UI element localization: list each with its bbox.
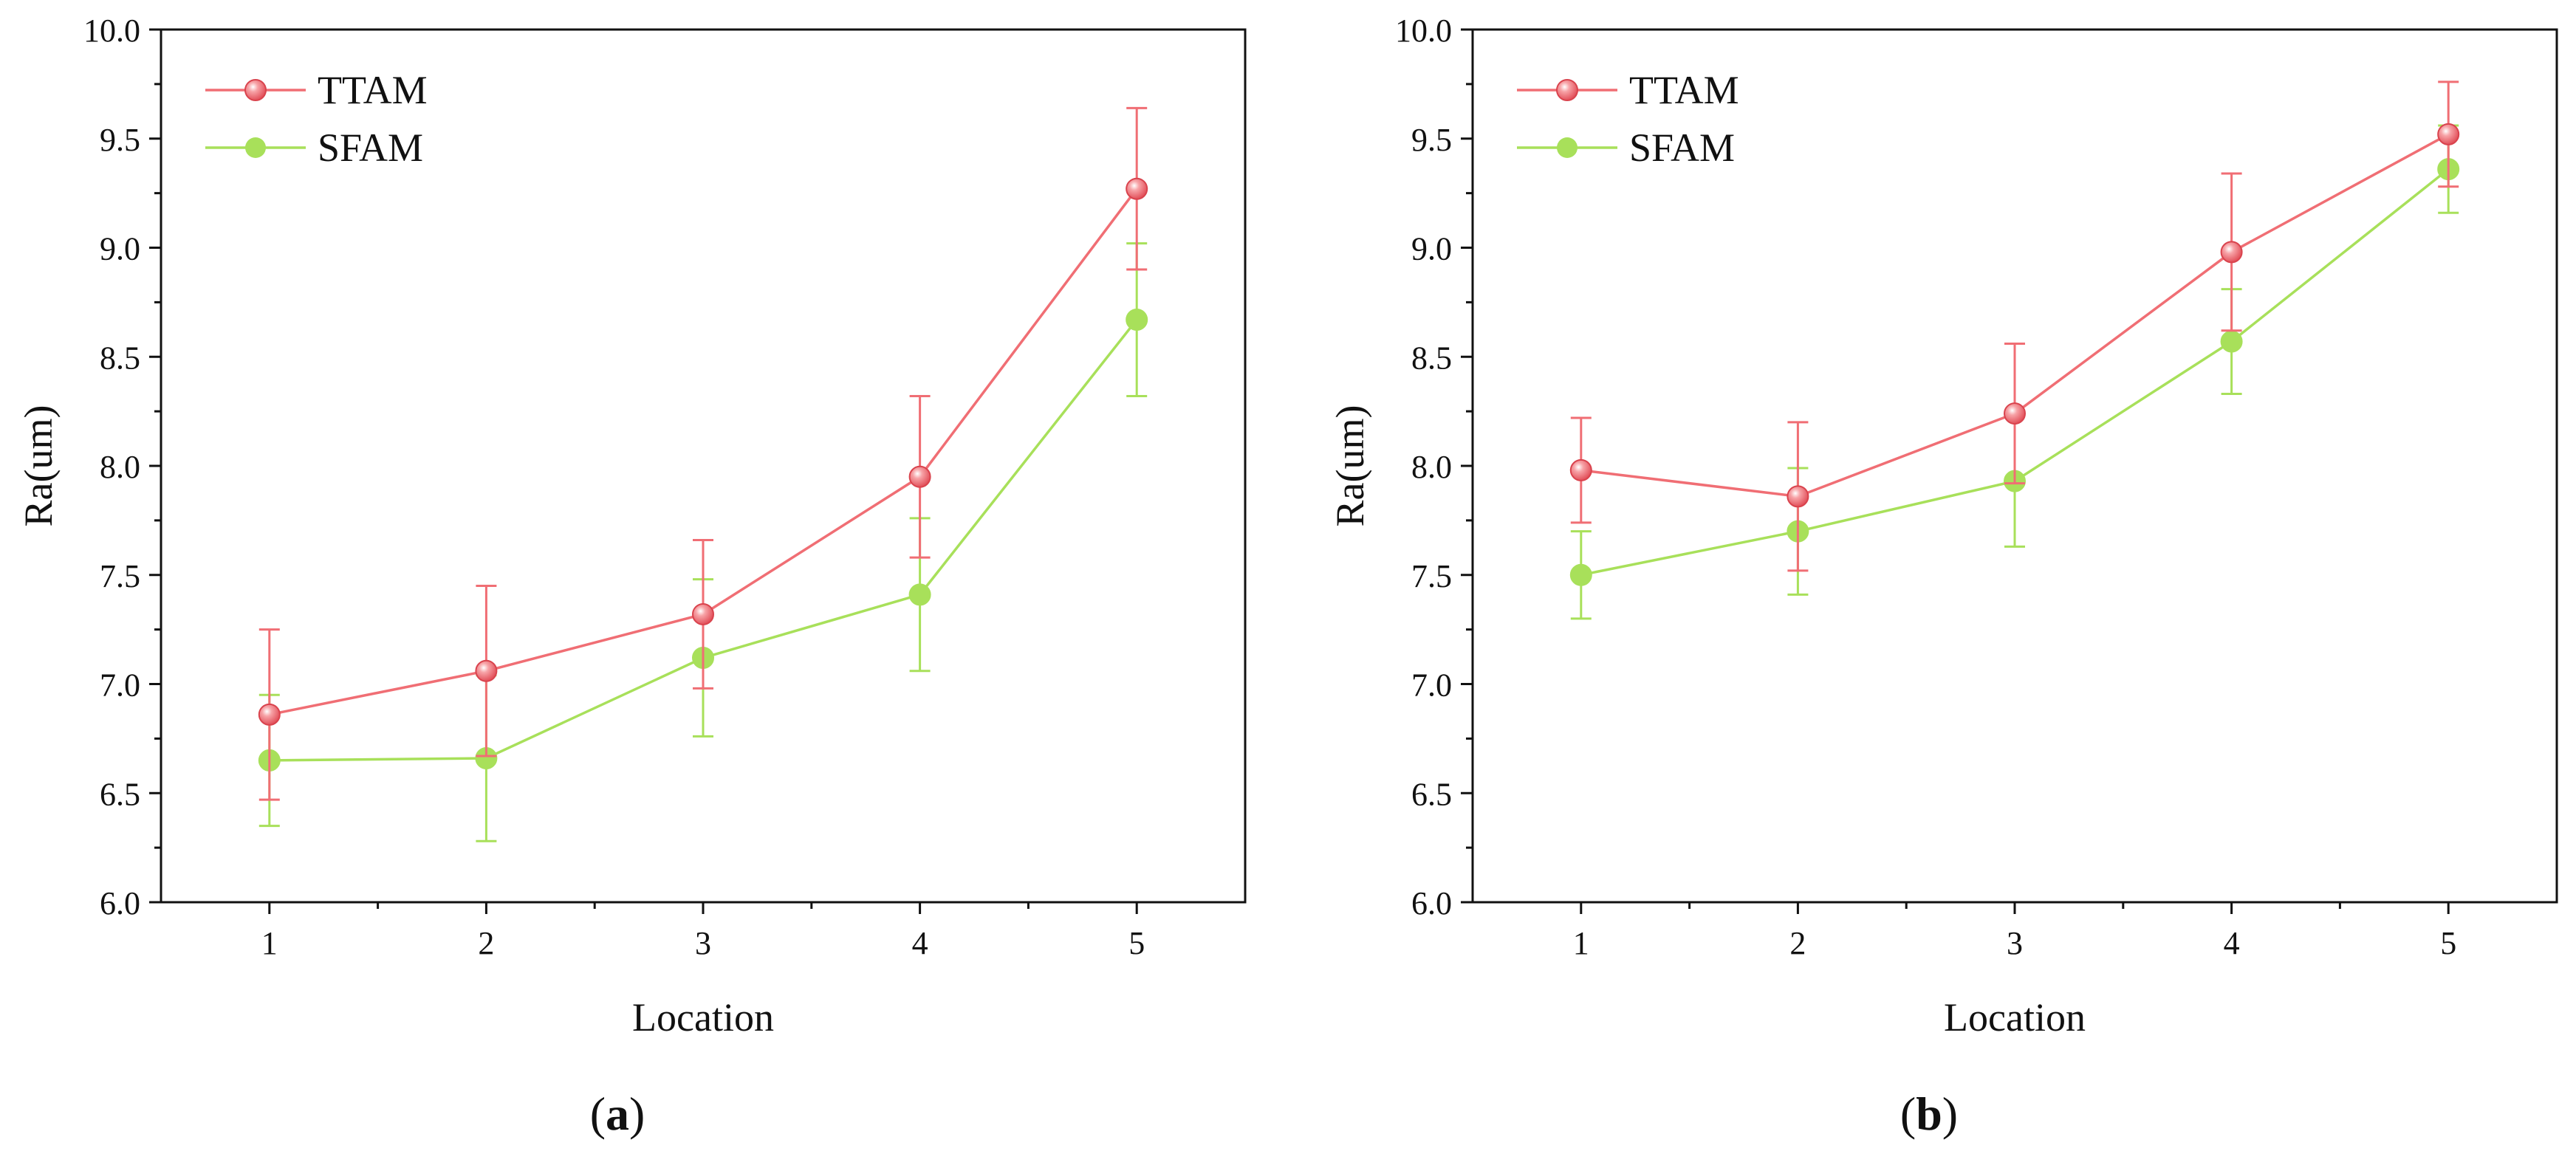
y-tick-label: 7.0 <box>1411 667 1452 704</box>
ttam-point <box>1569 458 1592 481</box>
legend-label: TTAM <box>1629 68 1739 112</box>
y-tick-label: 6.5 <box>1411 776 1452 812</box>
ttam-point <box>2220 241 2243 264</box>
legend-marker <box>1556 79 1578 101</box>
x-tick-label: 3 <box>695 925 711 961</box>
y-tick-label: 8.5 <box>1411 340 1452 376</box>
x-axis-label: Location <box>1944 995 2086 1040</box>
y-tick-label: 9.5 <box>100 122 140 158</box>
y-tick-label: 7.5 <box>100 558 140 594</box>
sfam-point <box>1126 309 1148 331</box>
legend-label: SFAM <box>318 126 423 170</box>
panel-a: 6.0 6.5 7.0 7.5 8.0 8.5 9.0 9.5 10.0 1 2 3 4 5 Locatio… <box>16 13 1247 1140</box>
sfam-point <box>1569 563 1592 586</box>
y-tick-label: 9.0 <box>1411 231 1452 267</box>
sfam-point <box>908 583 931 606</box>
panel-label: (a) <box>590 1088 645 1140</box>
legend-marker <box>245 137 266 158</box>
x-tick-label: 2 <box>478 925 494 961</box>
x-tick-label: 4 <box>2224 925 2240 961</box>
x-axis-label: Location <box>632 995 774 1040</box>
y-tick-label: 6.5 <box>100 776 140 812</box>
ttam-point <box>692 602 714 625</box>
x-tick-label: 5 <box>2440 925 2456 961</box>
x-tick-label: 2 <box>1789 925 1806 961</box>
ttam-point <box>908 465 931 488</box>
x-tick-label: 1 <box>261 925 278 961</box>
legend-label: SFAM <box>1629 126 1735 170</box>
panel-b: 6.0 6.5 7.0 7.5 8.0 8.5 9.0 9.5 10.0 1 2 3 4 5 Locatio… <box>1328 13 2558 1140</box>
y-tick-label: 8.0 <box>100 449 140 485</box>
ttam-point <box>2437 123 2460 145</box>
legend-marker <box>244 79 267 101</box>
y-tick-label: 9.0 <box>100 231 140 267</box>
ttam-point <box>258 703 281 726</box>
y-tick-label: 10.0 <box>1395 13 1452 49</box>
y-axis-label: Ra(um) <box>1328 405 1372 527</box>
ttam-point <box>2004 402 2026 425</box>
y-tick-label: 10.0 <box>83 13 140 49</box>
ttam-point <box>1787 485 1809 508</box>
x-tick-label: 1 <box>1573 925 1589 961</box>
ttam-point <box>475 659 498 682</box>
x-tick-label: 5 <box>1128 925 1145 961</box>
y-tick-label: 6.0 <box>100 885 140 921</box>
x-tick-label: 4 <box>912 925 928 961</box>
y-tick-label: 6.0 <box>1411 885 1452 921</box>
x-tick-label: 3 <box>2007 925 2023 961</box>
y-tick-label: 7.0 <box>100 667 140 704</box>
y-axis-label: Ra(um) <box>16 405 61 527</box>
legend-label: TTAM <box>318 68 428 112</box>
ttam-point <box>1126 177 1148 200</box>
y-tick-label: 9.5 <box>1411 122 1452 158</box>
sfam-point <box>2220 330 2243 353</box>
y-tick-label: 8.5 <box>100 340 140 376</box>
y-tick-label: 7.5 <box>1411 558 1452 594</box>
y-tick-label: 8.0 <box>1411 449 1452 485</box>
legend-marker <box>1557 137 1578 158</box>
panel-label: (b) <box>1900 1088 1958 1140</box>
